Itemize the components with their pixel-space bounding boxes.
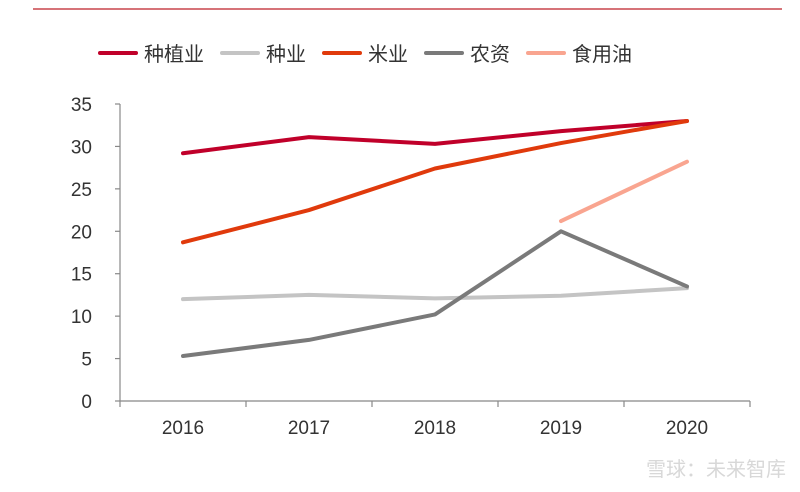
series-line-4 (559, 159, 689, 224)
legend-swatch (220, 50, 260, 55)
legend-item: 种植业 (98, 38, 204, 67)
legend-swatch (424, 50, 464, 55)
y-tick-label: 0 (81, 392, 92, 413)
y-tick-label: 15 (71, 265, 92, 286)
x-tick-label: 2019 (540, 418, 582, 439)
series-line-2 (181, 118, 689, 245)
legend-item: 农资 (424, 38, 510, 67)
y-tick-label: 20 (71, 222, 92, 243)
x-tick-label: 2020 (666, 418, 708, 439)
legend-item: 种业 (220, 38, 306, 67)
legend-item: 米业 (322, 38, 408, 67)
legend-swatch (526, 50, 566, 55)
legend-label: 米业 (368, 42, 408, 66)
x-tick-label: 2016 (162, 418, 204, 439)
legend-label: 农资 (470, 42, 510, 66)
y-tick-label: 30 (71, 137, 92, 158)
legend: 种植业 种业 米业 农资 食用油 (98, 38, 648, 67)
y-tick-label: 10 (71, 307, 92, 328)
x-tick-label: 2018 (414, 418, 456, 439)
legend-label: 种植业 (144, 42, 204, 66)
legend-swatch (322, 50, 362, 55)
watermark: 雪球：未来智库 (646, 457, 786, 481)
y-tick-label: 5 (81, 350, 92, 371)
y-tick-label: 25 (71, 180, 92, 201)
legend-swatch (98, 50, 138, 55)
x-tick-label: 2017 (288, 418, 330, 439)
series-line-1 (181, 286, 689, 302)
legend-label: 种业 (266, 42, 306, 66)
y-tick-label: 35 (71, 95, 92, 116)
legend-label: 食用油 (572, 42, 632, 66)
legend-item: 食用油 (526, 38, 632, 67)
series-line-0 (181, 118, 689, 156)
